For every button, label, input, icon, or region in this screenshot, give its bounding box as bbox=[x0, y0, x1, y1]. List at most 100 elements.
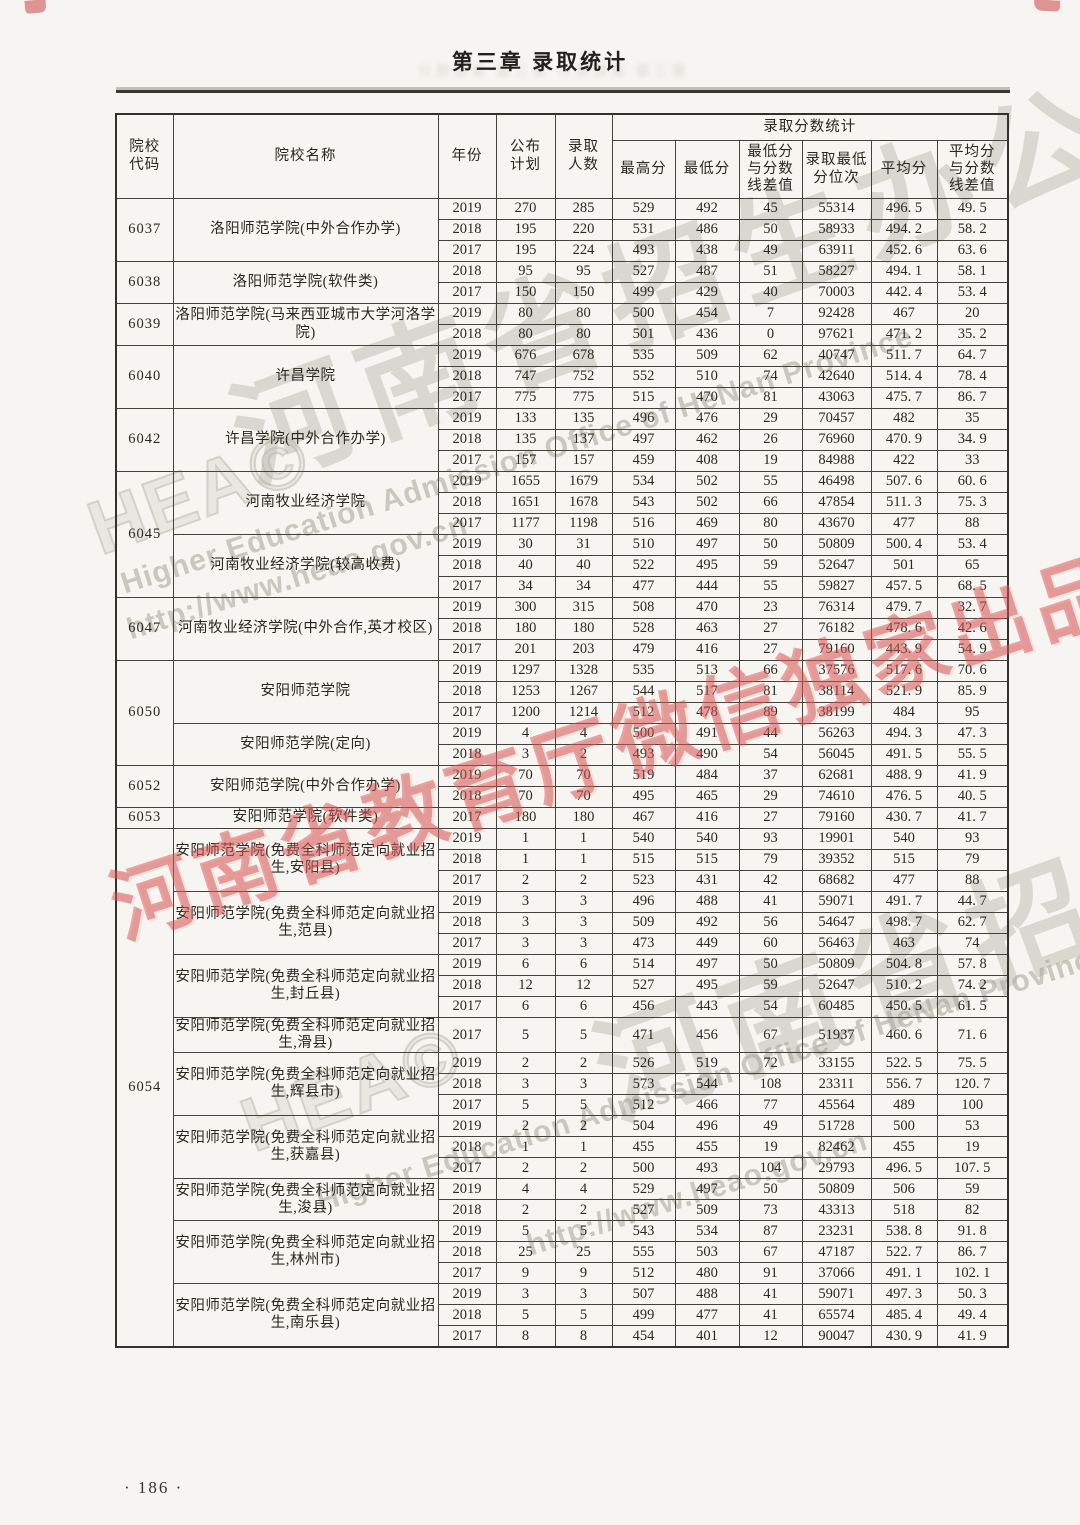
year-cell: 2018 bbox=[437, 744, 497, 766]
table-row: 安阳师范学院(免费全科师范定向就业招生,浚县) 2019 4 4 529 497 50 508… bbox=[116, 1178, 1009, 1222]
stat-cell: 80 bbox=[738, 513, 803, 535]
stat-cell: 62. 7 bbox=[936, 912, 1009, 934]
table-row: 安阳师范学院(免费全科师范定向就业招生,范县) 2019 3 3 496 488 41 590… bbox=[116, 891, 1009, 955]
stat-cell: 1177 bbox=[495, 513, 556, 535]
stat-cell: 506 bbox=[870, 1178, 938, 1201]
stat-cell: 38114 bbox=[801, 681, 872, 703]
stat-cell: 54647 bbox=[801, 912, 872, 934]
stat-cell: 75. 3 bbox=[936, 492, 1009, 514]
stat-cell: 53. 4 bbox=[936, 282, 1009, 304]
stat-cell: 40 bbox=[495, 555, 556, 577]
stat-cell: 102. 1 bbox=[936, 1262, 1009, 1285]
stat-cell: 47. 3 bbox=[936, 723, 1009, 745]
stat-cell: 3 bbox=[554, 1283, 613, 1306]
stat-cell: 1679 bbox=[554, 471, 613, 493]
stat-cell: 71. 6 bbox=[936, 1016, 1009, 1054]
stat-cell: 2 bbox=[495, 1199, 556, 1222]
stat-cell: 1198 bbox=[554, 513, 613, 535]
stat-cell: 1 bbox=[495, 828, 556, 850]
stat-cell: 422 bbox=[870, 450, 938, 472]
stat-cell: 9 bbox=[495, 1262, 556, 1285]
stat-cell: 42640 bbox=[801, 366, 872, 388]
school-name-cell: 河南牧业经济学院(中外合作,英才校区) bbox=[172, 597, 439, 661]
stat-cell: 62 bbox=[738, 345, 803, 367]
school-name-cell: 安阳师范学院(软件类) bbox=[172, 807, 439, 829]
stat-cell: 2 bbox=[495, 870, 556, 892]
year-cell: 2017 bbox=[437, 282, 497, 304]
stat-cell: 1297 bbox=[495, 660, 556, 682]
stat-cell: 79160 bbox=[801, 807, 872, 829]
table-row: 2018 1 1 455 455 19 82462 455 19 bbox=[116, 1136, 1009, 1159]
stat-cell: 95 bbox=[554, 261, 613, 283]
stat-cell: 52647 bbox=[801, 555, 872, 577]
stat-cell: 535 bbox=[611, 660, 676, 682]
school-name-cell: 安阳师范学院(免费全科师范定向就业招生,获嘉县) bbox=[172, 1115, 439, 1180]
stat-cell: 1 bbox=[495, 1136, 556, 1159]
stat-cell: 1200 bbox=[495, 702, 556, 724]
table-row: 2018 747 752 552 510 74 42640 514. 4 78. 4 bbox=[116, 366, 1009, 388]
stat-cell: 89 bbox=[738, 702, 803, 724]
stat-cell: 515 bbox=[870, 849, 938, 871]
stat-cell: 504 bbox=[611, 1115, 676, 1138]
stat-cell: 408 bbox=[674, 450, 740, 472]
stat-cell: 516 bbox=[611, 513, 676, 535]
stat-cell: 62681 bbox=[801, 765, 872, 787]
stat-cell: 80 bbox=[495, 303, 556, 325]
stat-cell: 150 bbox=[554, 282, 613, 304]
stat-cell: 68682 bbox=[801, 870, 872, 892]
table-row: 2018 12 12 527 495 59 52647 510. 2 74. 2 bbox=[116, 975, 1009, 997]
school-code-cell: 6052 bbox=[115, 765, 174, 808]
stat-cell: 2 bbox=[554, 1115, 613, 1138]
stat-cell: 501 bbox=[611, 324, 676, 346]
stat-cell: 300 bbox=[495, 597, 556, 619]
stat-cell: 416 bbox=[674, 807, 740, 829]
stat-cell: 40 bbox=[554, 555, 613, 577]
stat-cell: 3 bbox=[495, 891, 556, 913]
stat-cell: 527 bbox=[611, 1199, 676, 1222]
stat-cell: 59 bbox=[738, 975, 803, 997]
stat-cell: 8 bbox=[495, 1325, 556, 1348]
year-cell: 2018 bbox=[437, 912, 497, 934]
year-cell: 2017 bbox=[437, 639, 497, 661]
table-row: 2017 157 157 459 408 19 84988 422 33 bbox=[116, 450, 1009, 472]
school-code-cell: 6037 bbox=[115, 198, 174, 262]
stat-cell: 135 bbox=[495, 429, 556, 451]
stat-cell: 74610 bbox=[801, 786, 872, 808]
stat-cell: 3 bbox=[495, 1283, 556, 1306]
stat-cell: 1 bbox=[495, 849, 556, 871]
school-name-cell: 河南牧业经济学院(较高收费) bbox=[172, 534, 439, 598]
stat-cell: 3 bbox=[495, 933, 556, 955]
stat-cell: 195 bbox=[495, 219, 556, 241]
stat-cell: 475. 7 bbox=[870, 387, 938, 409]
stat-cell: 471 bbox=[611, 1016, 676, 1054]
stat-cell: 70 bbox=[554, 786, 613, 808]
school-code-cell: 6047 bbox=[115, 597, 174, 661]
stat-cell: 477 bbox=[674, 1304, 740, 1327]
stat-cell: 51728 bbox=[801, 1115, 872, 1138]
stat-cell: 485. 4 bbox=[870, 1304, 938, 1327]
stat-cell: 29 bbox=[738, 408, 803, 430]
stat-cell: 67 bbox=[738, 1016, 803, 1054]
stat-cell: 90047 bbox=[801, 1325, 872, 1348]
stat-cell: 49. 5 bbox=[936, 198, 1009, 220]
year-cell: 2019 bbox=[437, 303, 497, 325]
stat-cell: 23 bbox=[738, 597, 803, 619]
stat-cell: 270 bbox=[495, 198, 556, 220]
red-corner-mark bbox=[1033, 0, 1061, 12]
stat-cell: 43063 bbox=[801, 387, 872, 409]
stat-cell: 56263 bbox=[801, 723, 872, 745]
stat-cell: 466 bbox=[674, 1094, 740, 1117]
stat-cell: 500 bbox=[611, 303, 676, 325]
table-row: 2017 201 203 479 416 27 79160 443. 9 54. 9 bbox=[116, 639, 1009, 661]
stat-cell: 0 bbox=[738, 324, 803, 346]
stat-cell: 76314 bbox=[801, 597, 872, 619]
stat-cell: 44. 7 bbox=[936, 891, 1009, 913]
stat-cell: 32. 7 bbox=[936, 597, 1009, 619]
stat-cell: 55. 5 bbox=[936, 744, 1009, 766]
stat-cell: 86. 7 bbox=[936, 1241, 1009, 1264]
year-cell: 2018 bbox=[437, 366, 497, 388]
col-header-year: 年份 bbox=[437, 113, 497, 199]
table-row: 6042 许昌学院(中外合作办学) 2019 133 135 496 476 29 70457 4… bbox=[115, 408, 1009, 472]
stat-cell: 500 bbox=[611, 1157, 676, 1180]
table-header-row: 最高分 最低分 最低分 与分数 线差值 录取最低 分位次 平均分 平均分 与分数… bbox=[116, 140, 1009, 199]
